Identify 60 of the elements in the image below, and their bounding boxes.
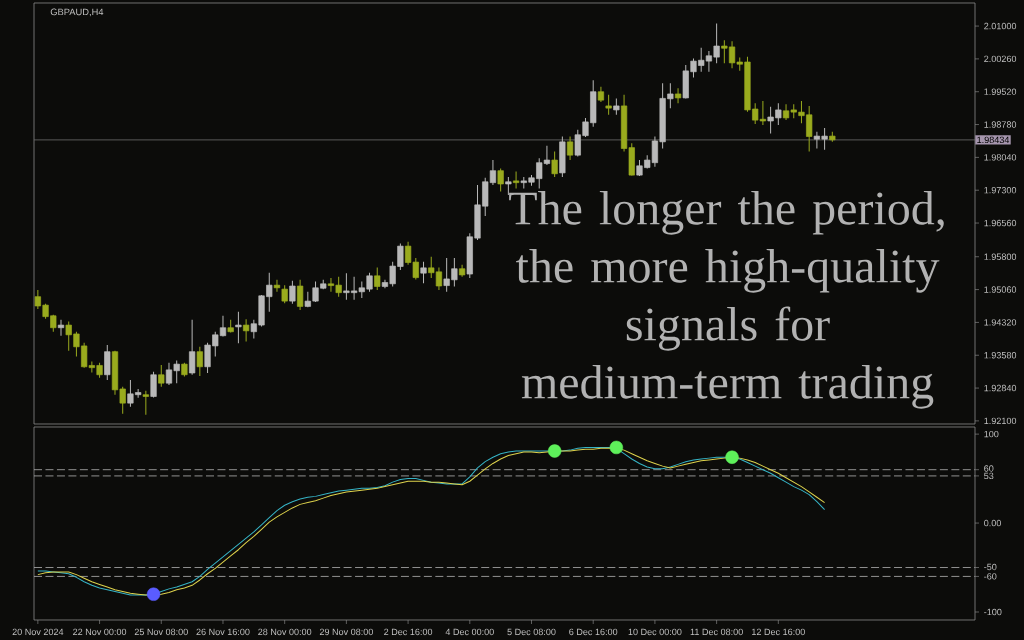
y-tick-label: 1.92100 — [984, 417, 1017, 425]
candlestick — [559, 136, 566, 178]
candlestick — [605, 94, 612, 116]
point — [725, 450, 739, 464]
y-tick-label: 1.99520 — [984, 88, 1017, 95]
candlestick — [458, 264, 466, 278]
y-tick-label: 60 — [984, 465, 994, 472]
x-tick-label: 12 Dec 16:00 — [752, 628, 805, 636]
text: GBPAUD,H4 — [50, 8, 104, 17]
candlestick — [613, 97, 620, 116]
point — [146, 587, 161, 601]
y-tick-label: 0.00 — [984, 519, 1002, 527]
candlestick — [158, 364, 165, 388]
candlestick — [142, 390, 149, 416]
y-tick-label: -50 — [984, 563, 997, 571]
x-tick-label: 6 Dec 16:00 — [569, 628, 618, 636]
candlestick — [829, 131, 836, 143]
candlestick — [497, 167, 504, 193]
y-tick-label: 2.01000 — [984, 22, 1017, 30]
y-tick-label: 1.93580 — [984, 352, 1017, 359]
x-tick-label: 28 Nov 00:00 — [258, 628, 312, 636]
y-tick-label: 1.95060 — [984, 286, 1017, 293]
y-tick-label: 2.00260 — [984, 55, 1017, 63]
x-tick-label: 11 Dec 08:00 — [690, 628, 743, 636]
y-tick-label: 1.96560 — [984, 219, 1017, 227]
candlestick — [104, 344, 111, 381]
point — [609, 440, 624, 455]
y-tick-label: 100 — [984, 430, 999, 438]
y-tick-label: 1.92840 — [984, 384, 1017, 392]
x-tick-label: 10 Dec 00:00 — [628, 628, 682, 636]
x-tick-label: 29 Nov 08:00 — [319, 628, 373, 636]
y-tick-label: 1.97300 — [984, 186, 1017, 194]
x-tick-label: 5 Dec 08:00 — [507, 628, 556, 636]
y-tick-label: -100 — [984, 608, 1002, 616]
candlestick — [551, 151, 558, 178]
x-tick-label: 26 Nov 16:00 — [196, 628, 250, 636]
y-tick-label: 1.94320 — [984, 319, 1017, 326]
candlestick — [196, 346, 203, 377]
candlestick — [374, 266, 381, 291]
x-tick-label: 2 Dec 16:00 — [384, 628, 433, 636]
x-tick-label: 25 Nov 08:00 — [134, 628, 188, 636]
x-tick-label: 4 Dec 00:00 — [445, 628, 494, 636]
y-tick-label: 1.98780 — [984, 121, 1017, 128]
y-tick-label: -60 — [984, 573, 997, 580]
candlestick — [512, 171, 520, 189]
candlestick — [281, 284, 288, 304]
candlestick — [420, 261, 427, 284]
y-tick-label: 1.95800 — [984, 253, 1017, 260]
candlestick — [227, 319, 234, 334]
candlestick — [289, 280, 296, 305]
ref-line-label: 1.98434 — [977, 136, 1010, 144]
point — [547, 444, 562, 458]
candlestick — [150, 371, 157, 398]
candlestick — [235, 311, 242, 344]
y-tick-label: 53 — [984, 472, 994, 480]
x-tick-label: 22 Nov 00:00 — [73, 628, 127, 636]
y-tick-label: 1.98040 — [984, 154, 1017, 161]
annotation: The longer the period, the more high-quality signals for medium-term trading — [509, 190, 944, 409]
x-tick-label: 20 Nov 2024 — [12, 628, 64, 636]
candlestick — [181, 362, 188, 378]
